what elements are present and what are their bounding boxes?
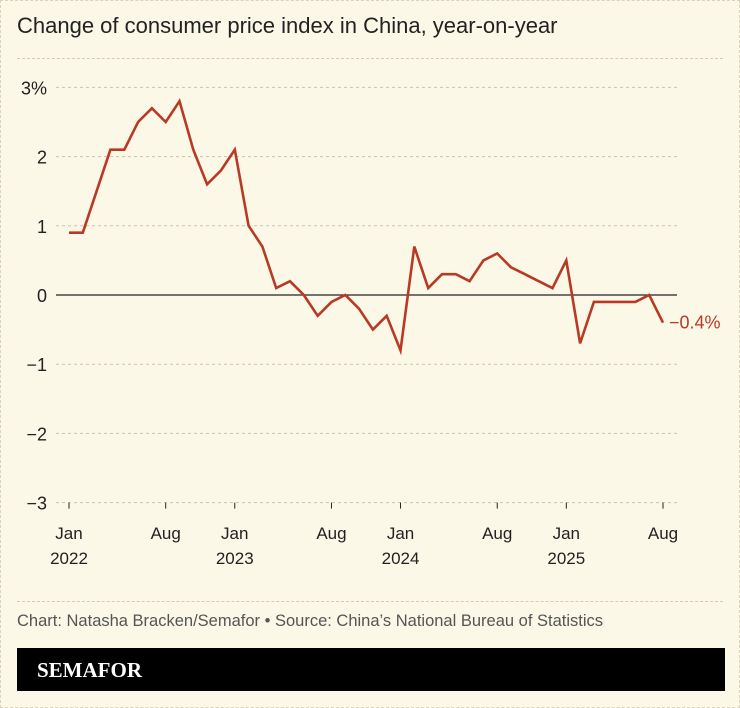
- divider: [17, 58, 723, 59]
- cpi-series-line: [69, 98, 665, 356]
- y-tick-label: 0: [37, 286, 47, 306]
- credit-line: Chart: Natasha Bracken/Semafor • Source:…: [17, 612, 604, 630]
- divider: [17, 601, 723, 602]
- chart-title: Change of consumer price index in China,…: [17, 13, 558, 38]
- semafor-logo: SEMAFOR: [37, 658, 142, 682]
- x-tick-year: 2022: [50, 549, 88, 568]
- x-tick-year: 2023: [216, 549, 254, 568]
- x-tick-label: Jan: [553, 524, 580, 543]
- x-tick-label: Jan: [221, 524, 248, 543]
- x-tick-label: Aug: [482, 524, 512, 543]
- x-tick-label: Aug: [648, 524, 678, 543]
- y-tick-label: −1: [26, 355, 47, 375]
- y-tick-label: 3%: [21, 78, 47, 98]
- x-tick-label: Aug: [316, 524, 346, 543]
- x-tick-year: 2025: [547, 549, 585, 568]
- brand-bar: SEMAFOR: [17, 648, 725, 691]
- y-tick-label: −3: [26, 494, 47, 514]
- line-chart: 3% 2 1 0 −1 −2 −3 Jan 2022 Aug Jan 2023 Aug Jan 2024 Au…: [21, 78, 721, 568]
- y-tick-label: 1: [37, 217, 47, 237]
- x-tick-label: Jan: [387, 524, 414, 543]
- y-tick-label: −2: [26, 424, 47, 444]
- x-tick-label: Aug: [151, 524, 181, 543]
- y-tick-label: 2: [37, 148, 47, 168]
- x-tick-year: 2024: [382, 549, 420, 568]
- x-tick-label: Jan: [55, 524, 82, 543]
- end-value-label: −0.4%: [669, 313, 721, 333]
